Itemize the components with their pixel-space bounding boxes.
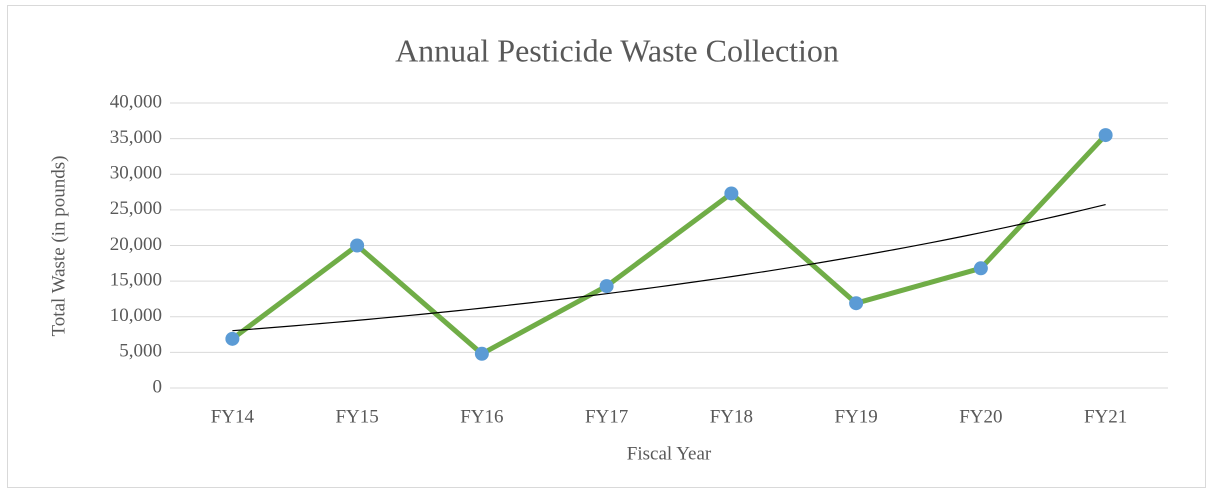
x-tick-label: FY18 <box>710 406 753 427</box>
y-tick-label: 20,000 <box>110 234 162 255</box>
y-tick-label: 15,000 <box>110 269 162 290</box>
y-tick-label: 10,000 <box>110 305 162 326</box>
y-tick-label: 5,000 <box>119 341 162 362</box>
data-line <box>230 133 1108 357</box>
x-tick-label: FY21 <box>1084 406 1127 427</box>
chart-title: Annual Pesticide Waste Collection <box>395 32 839 68</box>
x-tick-label: FY15 <box>335 406 378 427</box>
x-tick-label: FY17 <box>585 406 628 427</box>
data-point <box>599 279 614 294</box>
y-tick-label: 0 <box>153 376 163 397</box>
x-tick-label: FY14 <box>211 406 255 427</box>
y-tick-label: 40,000 <box>110 91 162 112</box>
y-tick-label: 25,000 <box>110 198 162 219</box>
data-point <box>973 261 988 276</box>
trendline <box>232 203 1106 332</box>
x-tick-label: FY16 <box>460 406 503 427</box>
data-point <box>350 238 365 253</box>
x-axis-label: Fiscal Year <box>627 443 712 464</box>
x-tick-label: FY19 <box>834 406 877 427</box>
data-point <box>724 186 739 201</box>
y-tick-label: 35,000 <box>110 127 162 148</box>
y-axis-label: Total Waste (in pounds) <box>48 156 69 337</box>
chart-border <box>7 5 1206 488</box>
x-tick-label: FY20 <box>959 406 1002 427</box>
data-point <box>849 296 864 311</box>
data-point <box>225 331 240 346</box>
y-tick-label: 30,000 <box>110 163 162 184</box>
data-point <box>1098 128 1113 143</box>
data-point <box>474 346 489 361</box>
